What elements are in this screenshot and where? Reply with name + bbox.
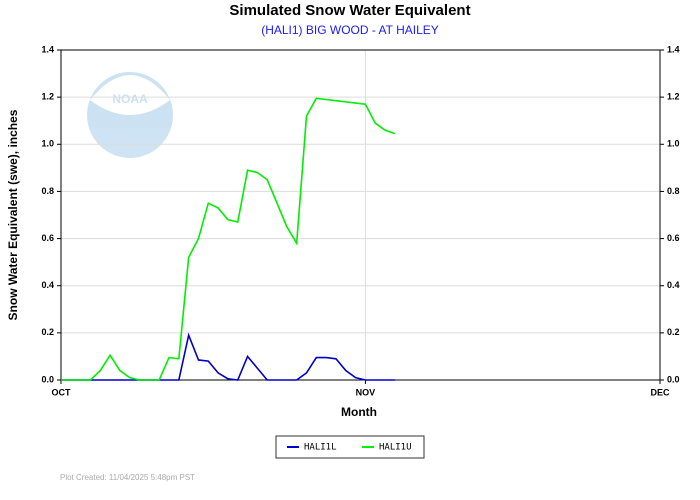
y-tick-label: 0.0 xyxy=(41,374,54,384)
y2-tick-label: 0.2 xyxy=(667,327,680,337)
y2-tick-label: 1.0 xyxy=(667,139,680,149)
legend-box xyxy=(275,435,425,459)
legend-label: HALI1L xyxy=(304,443,337,453)
y-tick-label: 0.2 xyxy=(41,327,54,337)
y-tick-label: 1.0 xyxy=(41,139,54,149)
series-line xyxy=(61,332,395,381)
legend-label: HALI1U xyxy=(379,443,412,453)
x-tick-label: DEC xyxy=(650,387,670,397)
svg-text:NOAA: NOAA xyxy=(112,92,148,106)
y2-tick-label: 0.0 xyxy=(667,374,680,384)
x-tick-label: NOV xyxy=(356,387,376,397)
y2-tick-label: 1.4 xyxy=(667,44,680,54)
footer: Plot Created: 11/04/2025 5:48pm PST xyxy=(60,473,195,482)
chart-title: Simulated Snow Water Equivalent xyxy=(229,2,470,19)
y2-tick-label: 0.4 xyxy=(667,280,680,290)
y2-tick-label: 0.6 xyxy=(667,233,680,243)
x-axis-label: Month xyxy=(341,405,377,419)
chart-subtitle: (HALI1) BIG WOOD - AT HAILEY xyxy=(261,23,439,37)
y-tick-label: 1.4 xyxy=(41,44,54,54)
plot-frame xyxy=(60,49,661,381)
y-tick-label: 1.2 xyxy=(41,92,54,102)
legend: HALI1L HALI1U xyxy=(275,435,425,459)
y-tick-label: 0.8 xyxy=(41,186,54,196)
x-tick-label: OCT xyxy=(52,387,72,397)
y2-tick-label: 1.2 xyxy=(667,92,680,102)
y-tick-label: 0.4 xyxy=(41,280,54,290)
y2-tick-label: 0.8 xyxy=(667,186,680,196)
y-tick-label: 0.6 xyxy=(41,233,54,243)
series-line xyxy=(61,97,396,381)
y-axis-label: Snow Water Equivalent (swe), inches xyxy=(6,109,20,320)
logo: NOAA xyxy=(87,72,173,158)
